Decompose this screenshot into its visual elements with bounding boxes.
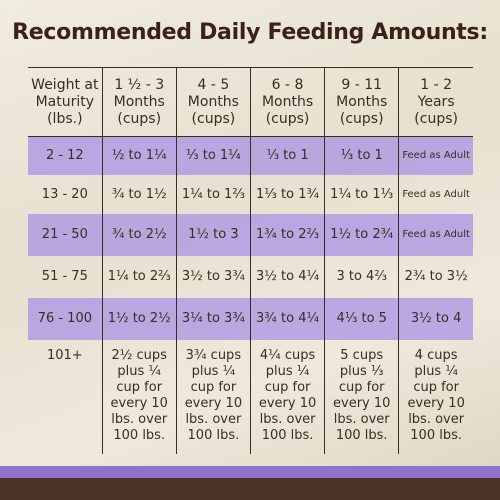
amount-cell: 1½ to 3 [175, 214, 251, 256]
amount-cell: 4 cups plus ¼ cup for every 10 lbs. over… [398, 340, 473, 454]
weight-cell: 101+ [46, 348, 83, 363]
amount-cell: 4⅓ to 5 [324, 298, 399, 340]
table-row: 21 - 50 ¾ to 2½ 1½ to 3 1¾ to 2⅔ 1½ to 2¾ Fee… [28, 214, 473, 256]
column-header: 1 - 2 Years (cups) [398, 67, 473, 137]
amount-cell: 3½ to 3¾ [175, 256, 251, 298]
amount-cell: Feed as Adult [398, 214, 473, 256]
amount-cell: ½ to 1¼ [101, 136, 177, 175]
amount-cell: Feed as Adult [398, 175, 473, 214]
header-row: Weight at Maturity (lbs.) 1 ½ - 3 Months … [28, 67, 473, 137]
amount-cell: 3½ to 4¼ [249, 256, 325, 298]
purple-stripe [0, 466, 500, 478]
weight-cell: 2 - 12 [28, 136, 103, 175]
amount-cell: 5 cups plus ⅓ cup for every 10 lbs. over… [324, 340, 399, 454]
column-header: 9 - 11 Months (cups) [324, 67, 399, 137]
amount-cell: ¾ to 1½ [101, 175, 177, 214]
amount-cell: Feed as Adult [398, 136, 473, 175]
weight-cell: 21 - 50 [28, 214, 103, 256]
table-row: 101+ 2½ cups plus ¼ cup for every 10 lbs.… [28, 340, 473, 454]
amount-cell: 1¼ to 2⅔ [101, 256, 177, 298]
weight-cell: 13 - 20 [41, 186, 88, 202]
amount-cell: 3¾ cups plus ¼ cup for every 10 lbs. ove… [175, 340, 251, 454]
column-header: 1 ½ - 3 Months (cups) [101, 67, 177, 137]
soil-band [0, 478, 500, 500]
amount-cell: 3 to 4⅔ [324, 256, 399, 298]
column-header: Weight at Maturity (lbs.) [28, 67, 103, 137]
amount-cell: ⅓ to 1 [249, 136, 325, 175]
amount-cell: 3¾ to 4¼ [249, 298, 325, 340]
amount-cell: 3¼ to 3¾ [175, 298, 251, 340]
amount-cell: 1¾ to 2⅔ [249, 214, 325, 256]
amount-cell: 4¼ cups plus ¼ cup for every 10 lbs. ove… [249, 340, 325, 454]
title: Recommended Daily Feeding Amounts: [12, 20, 488, 45]
amount-cell: 2½ cups plus ¼ cup for every 10 lbs. ove… [101, 340, 177, 454]
weight-cell: 76 - 100 [28, 298, 103, 340]
amount-cell: ⅓ to 1 [324, 136, 399, 175]
feeding-table: Weight at Maturity (lbs.) 1 ½ - 3 Months … [28, 67, 473, 454]
amount-cell: 1¼ to 1⅓ [324, 175, 399, 214]
amount-cell: 1½ to 2¾ [324, 214, 399, 256]
table-row: 13 - 20 ¾ to 1½ 1¼ to 1⅔ 1⅓ to 1¾ 1¼ to 1⅓ Fe… [28, 175, 473, 214]
amount-cell: 2¾ to 3½ [398, 256, 473, 298]
amount-cell: ⅓ to 1¼ [175, 136, 251, 175]
amount-cell: 1¼ to 1⅔ [175, 175, 251, 214]
column-header: 4 - 5 Months (cups) [175, 67, 251, 137]
amount-cell: 1½ to 2½ [101, 298, 177, 340]
amount-cell: ¾ to 2½ [101, 214, 177, 256]
column-header: 6 - 8 Months (cups) [249, 67, 325, 137]
amount-cell: 1⅓ to 1¾ [249, 175, 325, 214]
weight-cell: 51 - 75 [41, 269, 88, 284]
table-row: 51 - 75 1¼ to 2⅔ 3½ to 3¾ 3½ to 4¼ 3 to 4⅔ 2¾… [28, 256, 473, 298]
amount-cell: 3½ to 4 [398, 298, 473, 340]
